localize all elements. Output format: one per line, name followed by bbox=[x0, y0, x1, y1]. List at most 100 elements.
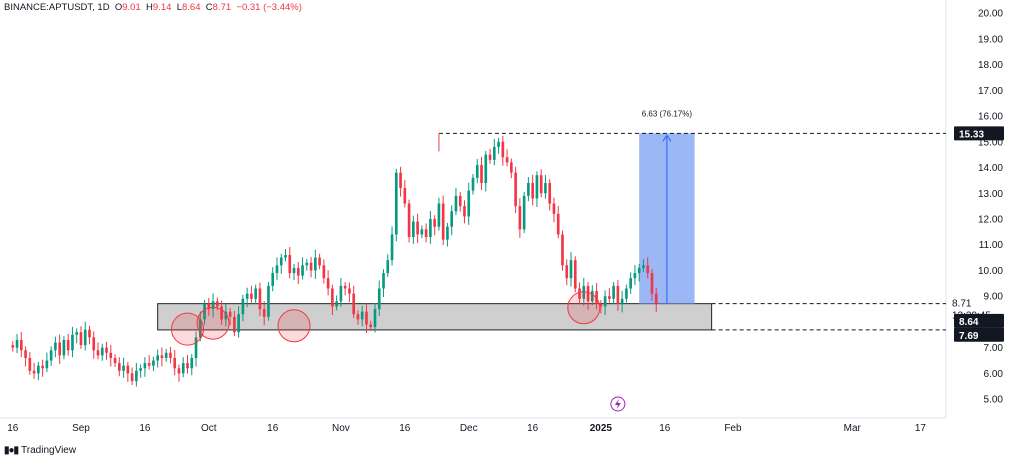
candle-body bbox=[194, 337, 198, 358]
y-tick-label: 17.00 bbox=[978, 86, 1003, 97]
candle-body bbox=[296, 267, 300, 276]
candle-body bbox=[458, 195, 462, 207]
x-tick-label: 2025 bbox=[590, 423, 613, 434]
y-tick-label: 13.00 bbox=[978, 189, 1003, 200]
touch-circle bbox=[196, 306, 230, 340]
candle-body bbox=[130, 373, 134, 382]
candle-body bbox=[254, 288, 257, 299]
candle-body bbox=[429, 219, 432, 238]
candle-body bbox=[527, 182, 530, 196]
tradingview-brand[interactable]: ▮●▮ TradingView bbox=[4, 445, 76, 456]
candle-body bbox=[582, 285, 586, 299]
last-price-label: 8.71 bbox=[952, 299, 972, 310]
candle-body bbox=[608, 296, 611, 299]
y-tick-label: 7.00 bbox=[984, 343, 1004, 354]
candle-body bbox=[258, 288, 262, 310]
candle-body bbox=[62, 339, 66, 356]
candle-body bbox=[105, 347, 108, 353]
candle-body bbox=[343, 285, 347, 289]
candle-body bbox=[650, 273, 654, 294]
candle-body bbox=[590, 291, 594, 302]
candle-body bbox=[386, 260, 390, 274]
candle-body bbox=[497, 141, 500, 147]
candle-body bbox=[505, 157, 509, 163]
candle-body bbox=[75, 332, 79, 335]
candle-body bbox=[420, 229, 424, 235]
candle-body bbox=[135, 370, 138, 382]
candle-body bbox=[646, 265, 650, 274]
low-value: 8.64 bbox=[181, 2, 201, 13]
price-axis[interactable]: 20.00 19.00 18.00 17.00 16.00 15.00 14.00 13.00… bbox=[952, 9, 1004, 406]
candle-body bbox=[382, 273, 385, 289]
candle-body bbox=[565, 265, 569, 279]
chart-grid bbox=[0, 0, 947, 419]
close-value: 8.71 bbox=[212, 2, 232, 13]
x-tick-label: Oct bbox=[201, 423, 217, 434]
symbol-label: BINANCE:APTUSDT, 1D bbox=[4, 2, 110, 13]
candle-body bbox=[190, 357, 194, 369]
candle-body bbox=[356, 314, 360, 320]
candle-body bbox=[403, 188, 407, 204]
candle-body bbox=[488, 154, 492, 160]
y-tick-label: 19.00 bbox=[978, 34, 1003, 45]
candle-body bbox=[348, 288, 351, 294]
candle-body bbox=[224, 311, 228, 320]
candle-body bbox=[216, 301, 219, 307]
candle-body bbox=[275, 265, 279, 274]
candle-body bbox=[28, 357, 32, 371]
candle-body bbox=[437, 203, 441, 227]
lightning-icon-glyph bbox=[614, 399, 621, 409]
candle-body bbox=[122, 365, 125, 371]
candle-body bbox=[480, 164, 483, 183]
candle-body bbox=[71, 334, 74, 351]
candle-body bbox=[407, 203, 411, 238]
candle-body bbox=[548, 182, 552, 204]
candle-body bbox=[250, 293, 253, 299]
candle-body bbox=[612, 285, 615, 299]
bar-low-tag-bg bbox=[954, 313, 1004, 328]
candle-body bbox=[288, 255, 292, 274]
candle-body bbox=[539, 175, 543, 194]
candle-body bbox=[561, 234, 564, 266]
open-value: 9.01 bbox=[122, 2, 141, 13]
high-label: H bbox=[146, 2, 153, 13]
time-axis[interactable]: 16 Sep 16 Oct 16 Nov 16 Dec 16 2025 16 Feb Mar 17 bbox=[7, 423, 926, 434]
candle-body bbox=[556, 213, 560, 235]
candle-body bbox=[54, 342, 57, 351]
candle-body bbox=[369, 324, 373, 328]
candle-body bbox=[463, 206, 466, 217]
x-tick-label: 16 bbox=[399, 423, 411, 434]
candle-body bbox=[207, 303, 211, 310]
candle-body bbox=[92, 337, 96, 351]
y-tick-label: 15.00 bbox=[978, 137, 1003, 148]
y-tick-label: 16.00 bbox=[978, 112, 1003, 123]
candle-body bbox=[279, 257, 283, 266]
target-move-label: 6.63 (76.17%) bbox=[642, 109, 693, 118]
candle-body bbox=[126, 365, 130, 374]
overlay-layer: 6.63 (76.17%) bbox=[170, 109, 946, 412]
candle-body bbox=[96, 350, 100, 356]
bar-low-tag: 8.64 bbox=[959, 317, 979, 328]
candle-body bbox=[335, 301, 338, 307]
candle-body bbox=[331, 288, 334, 307]
candle-body bbox=[318, 257, 321, 266]
candle-body bbox=[573, 260, 577, 289]
candle-body bbox=[412, 221, 415, 238]
change-value: −0.31 (−3.44%) bbox=[236, 2, 302, 13]
candle-body bbox=[365, 311, 368, 325]
candle-body bbox=[45, 360, 49, 369]
candle-body bbox=[492, 146, 496, 160]
open-label: O bbox=[114, 2, 123, 13]
candle-body bbox=[399, 172, 402, 189]
candle-body bbox=[292, 267, 296, 274]
candle-body bbox=[484, 154, 488, 183]
zone-low-tag: 7.69 bbox=[959, 331, 979, 342]
candle-body bbox=[19, 339, 23, 351]
candle-body bbox=[339, 285, 343, 302]
candle-body bbox=[352, 293, 356, 315]
candle-body bbox=[271, 273, 275, 286]
candle-body bbox=[544, 182, 547, 194]
candle-body bbox=[654, 293, 658, 304]
candle-body bbox=[569, 260, 573, 279]
